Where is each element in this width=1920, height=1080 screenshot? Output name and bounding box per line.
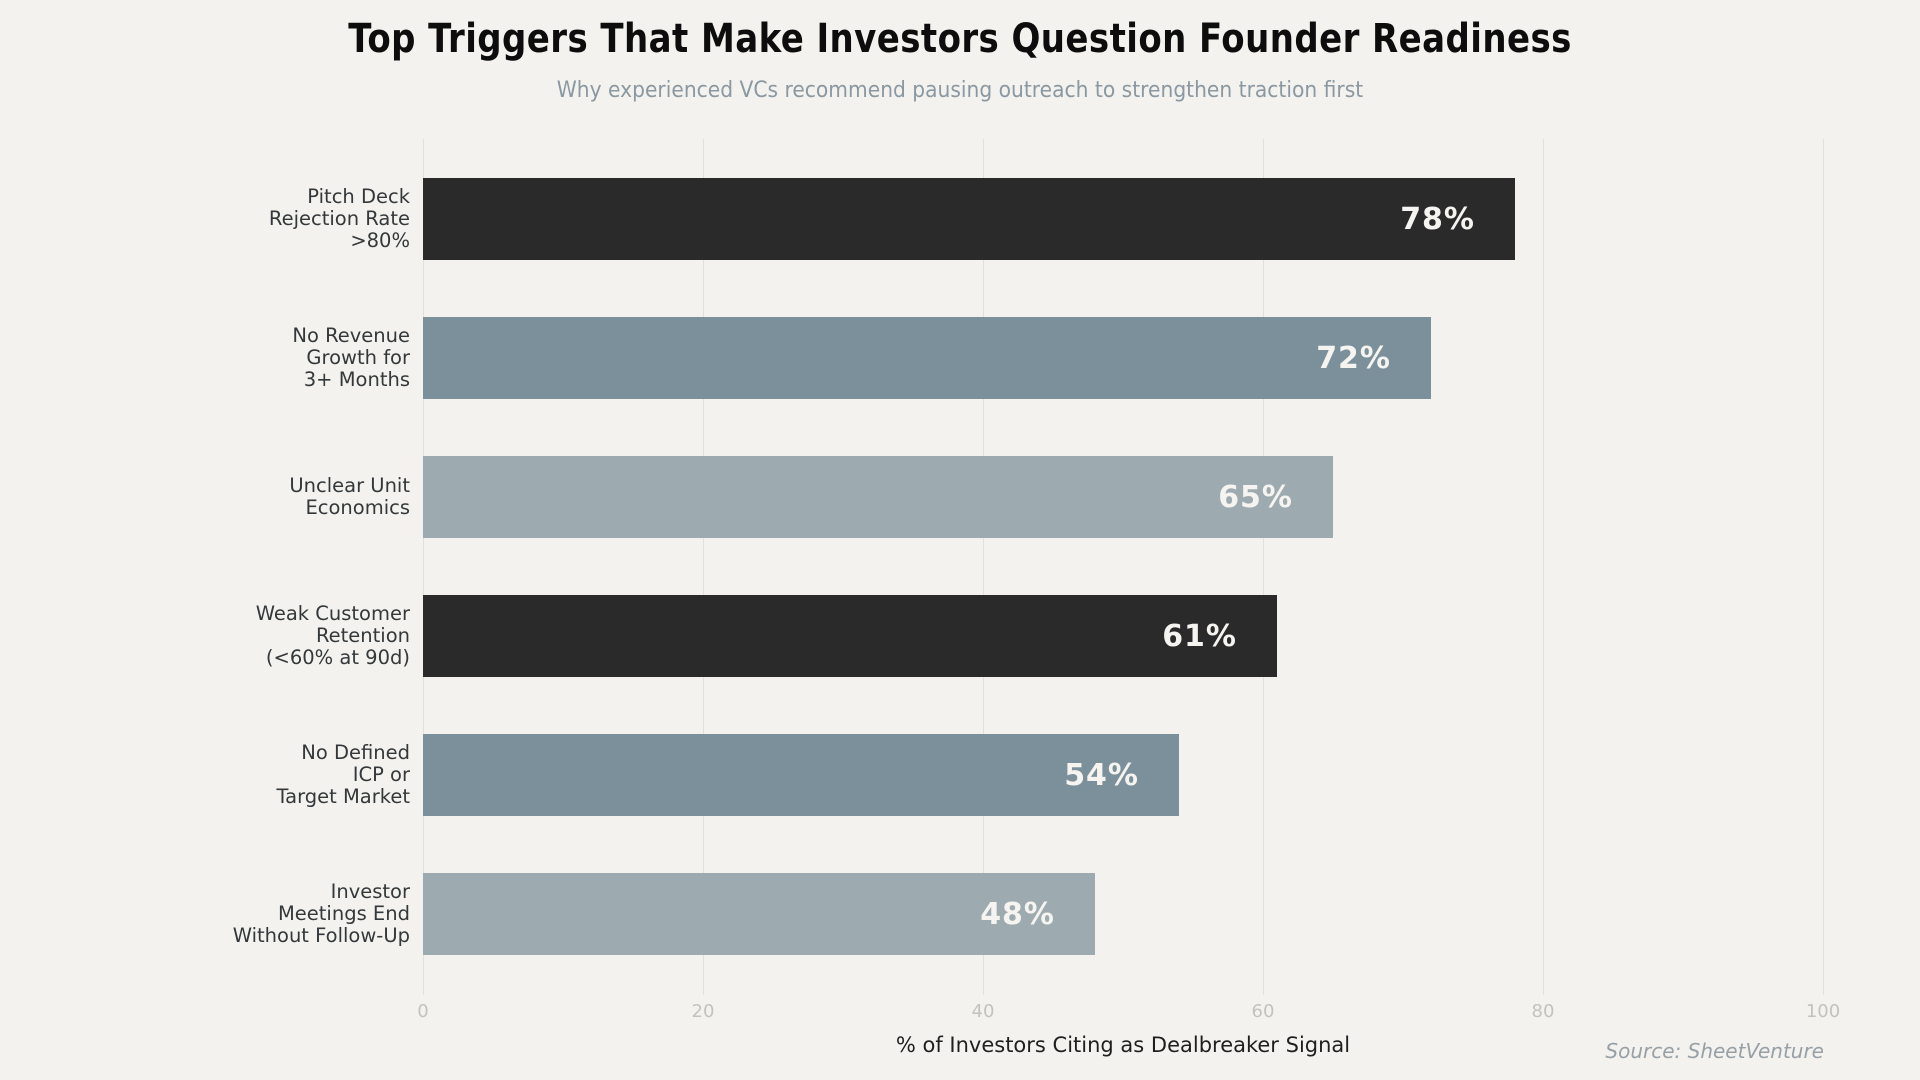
- category-label-2: Unclear Unit Economics: [289, 474, 410, 519]
- bar-5: 48%: [423, 873, 1095, 955]
- bar-value-label: 54%: [1064, 757, 1139, 793]
- bar-value-label: 61%: [1162, 618, 1237, 654]
- gridline-x-80: [1543, 139, 1544, 995]
- source-credit: Source: SheetVenture: [1605, 1039, 1824, 1063]
- category-label-5: Investor Meetings End Without Follow-Up: [232, 880, 410, 947]
- category-label-1: No Revenue Growth for 3+ Months: [292, 324, 410, 391]
- category-label-0: Pitch Deck Rejection Rate >80%: [268, 185, 410, 252]
- bar-value-label: 48%: [980, 896, 1055, 932]
- x-tick-label-80: 80: [1531, 1001, 1555, 1022]
- x-tick-label-100: 100: [1805, 1001, 1841, 1022]
- bar-2: 65%: [423, 456, 1333, 538]
- plot-area: 78% 72% 65% 61% 54% 48%: [423, 139, 1824, 995]
- bar-3: 61%: [423, 595, 1277, 677]
- x-tick-label-20: 20: [691, 1001, 715, 1022]
- x-tick-label-60: 60: [1251, 1001, 1275, 1022]
- category-label-3: Weak Customer Retention (<60% at 90d): [255, 602, 410, 669]
- bar-value-label: 78%: [1400, 201, 1475, 237]
- x-axis-title: % of Investors Citing as Dealbreaker Sig…: [895, 1033, 1351, 1057]
- category-label-4: No Defined ICP or Target Market: [276, 741, 410, 808]
- x-tick-label-0: 0: [417, 1001, 429, 1022]
- gridline-x-20: [703, 139, 704, 995]
- bar-value-label: 65%: [1218, 479, 1293, 515]
- bar-value-label: 72%: [1316, 340, 1391, 376]
- gridline-x-40: [983, 139, 984, 995]
- gridline-x-60: [1263, 139, 1264, 995]
- bar-1: 72%: [423, 317, 1431, 399]
- gridline-x-100: [1823, 139, 1824, 995]
- chart-subtitle: Why experienced VCs recommend pausing ou…: [556, 78, 1364, 103]
- bar-0: 78%: [423, 178, 1515, 260]
- x-tick-label-40: 40: [971, 1001, 995, 1022]
- chart-title: Top Triggers That Make Investors Questio…: [348, 16, 1572, 62]
- bar-4: 54%: [423, 734, 1179, 816]
- gridline-x-0: [423, 139, 424, 995]
